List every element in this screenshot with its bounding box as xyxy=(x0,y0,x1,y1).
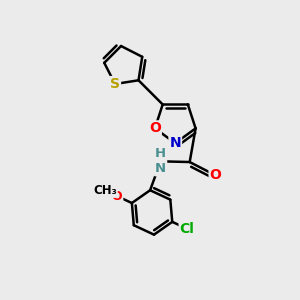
Text: S: S xyxy=(110,77,120,91)
Text: N: N xyxy=(169,136,181,150)
Text: O: O xyxy=(210,168,221,182)
Text: CH₃: CH₃ xyxy=(93,184,117,197)
Text: O: O xyxy=(149,122,161,135)
Text: H
N: H N xyxy=(155,147,166,175)
Text: O: O xyxy=(112,190,122,202)
Text: Cl: Cl xyxy=(180,222,194,236)
